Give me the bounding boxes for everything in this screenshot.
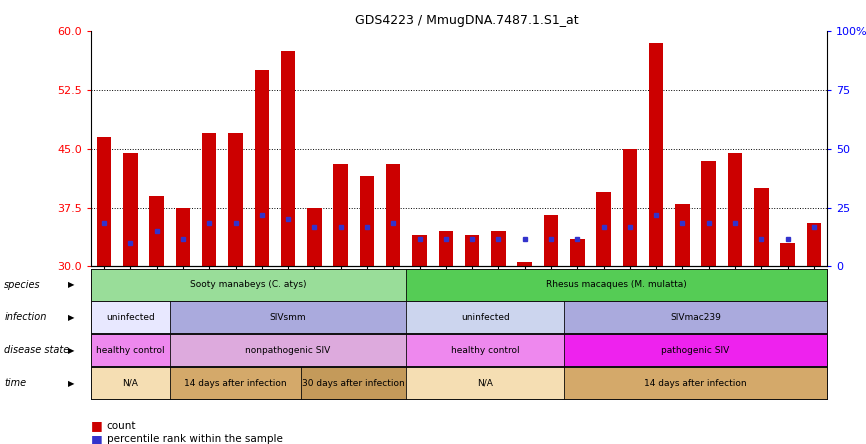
Bar [406, 301, 564, 333]
Bar [91, 269, 406, 301]
Bar [255, 70, 269, 266]
Text: healthy control: healthy control [96, 346, 165, 355]
Text: infection: infection [4, 313, 47, 322]
Bar [564, 367, 827, 399]
Text: healthy control: healthy control [451, 346, 520, 355]
Text: time: time [4, 378, 27, 388]
Text: pathogenic SIV: pathogenic SIV [662, 346, 730, 355]
Text: 14 days after infection: 14 days after infection [184, 379, 287, 388]
Text: SIVsmm: SIVsmm [270, 313, 307, 322]
Bar [564, 301, 827, 333]
Text: N/A: N/A [122, 379, 139, 388]
Bar [91, 301, 170, 333]
Text: 14 days after infection: 14 days after infection [644, 379, 746, 388]
Bar [281, 51, 295, 266]
Bar [701, 161, 716, 266]
Bar [564, 334, 827, 366]
Bar [754, 188, 768, 266]
Text: count: count [107, 421, 136, 431]
Text: N/A: N/A [477, 379, 494, 388]
Bar [727, 153, 742, 266]
Text: nonpathogenic SIV: nonpathogenic SIV [245, 346, 331, 355]
Bar [438, 231, 453, 266]
Bar [91, 334, 170, 366]
Text: Rhesus macaques (M. mulatta): Rhesus macaques (M. mulatta) [546, 280, 687, 289]
Text: 30 days after infection: 30 days after infection [302, 379, 405, 388]
Bar [675, 204, 689, 266]
Text: uninfected: uninfected [106, 313, 155, 322]
Bar [229, 133, 242, 266]
Bar [170, 367, 301, 399]
Text: SIVmac239: SIVmac239 [670, 313, 721, 322]
Bar [91, 367, 170, 399]
Bar [406, 367, 564, 399]
Bar [780, 243, 795, 266]
Bar [465, 235, 480, 266]
Bar [333, 164, 348, 266]
Text: ▶: ▶ [68, 313, 74, 322]
Text: ▶: ▶ [68, 379, 74, 388]
Text: GDS4223 / MmugDNA.7487.1.S1_at: GDS4223 / MmugDNA.7487.1.S1_at [355, 14, 578, 27]
Text: ▶: ▶ [68, 280, 74, 289]
Bar [806, 223, 821, 266]
Bar [544, 215, 559, 266]
Bar [649, 43, 663, 266]
Text: ▶: ▶ [68, 346, 74, 355]
Bar [386, 164, 400, 266]
Bar [123, 153, 138, 266]
Bar [150, 196, 164, 266]
Text: ■: ■ [91, 419, 103, 432]
Bar [570, 239, 585, 266]
Text: percentile rank within the sample: percentile rank within the sample [107, 434, 282, 444]
Bar [170, 334, 406, 366]
Bar [623, 149, 637, 266]
Bar [491, 231, 506, 266]
Text: Sooty manabeys (C. atys): Sooty manabeys (C. atys) [191, 280, 307, 289]
Text: uninfected: uninfected [461, 313, 510, 322]
Bar [176, 208, 191, 266]
Bar [412, 235, 427, 266]
Text: disease state: disease state [4, 345, 69, 355]
Bar [406, 334, 564, 366]
Bar [97, 137, 112, 266]
Bar [597, 192, 611, 266]
Bar [307, 208, 321, 266]
Text: species: species [4, 280, 41, 289]
Bar [406, 269, 827, 301]
Bar [359, 176, 374, 266]
Bar [301, 367, 406, 399]
Bar [518, 262, 532, 266]
Bar [170, 301, 406, 333]
Text: ■: ■ [91, 432, 103, 444]
Bar [202, 133, 216, 266]
